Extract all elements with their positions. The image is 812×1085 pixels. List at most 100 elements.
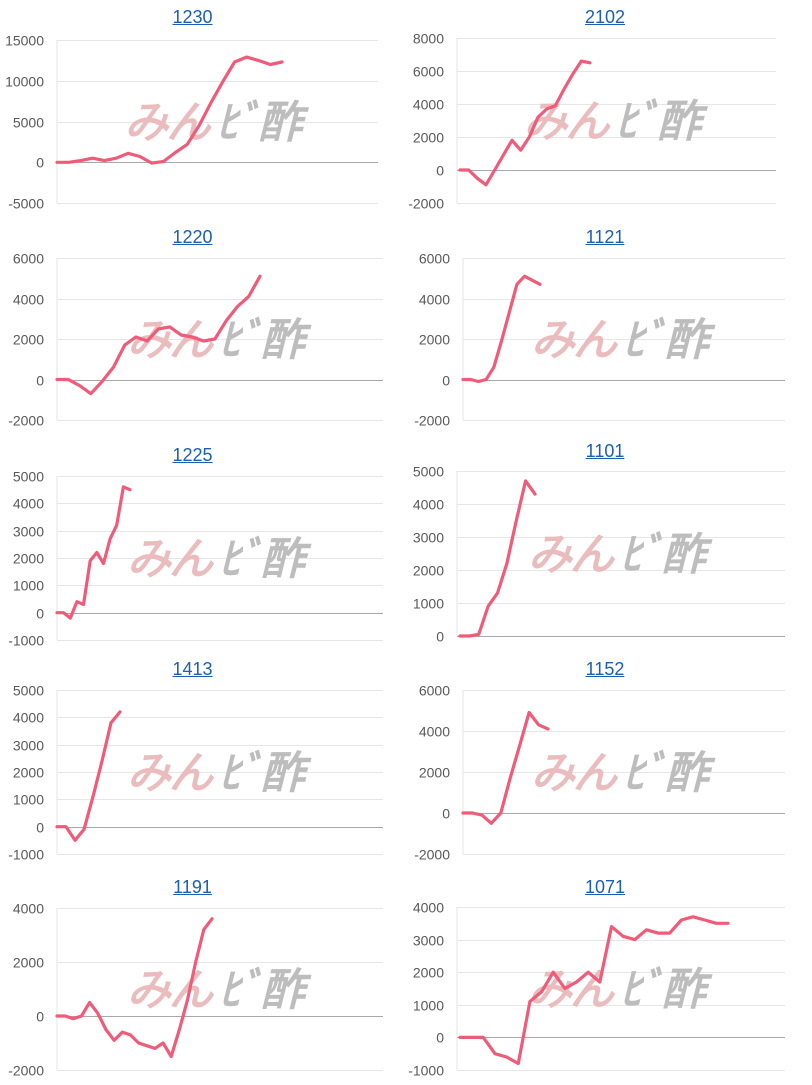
- y-tick-label: 3000: [413, 933, 444, 949]
- chart-title-link[interactable]: 1230: [172, 7, 213, 27]
- chart-title-link[interactable]: 1121: [585, 227, 625, 247]
- chart-plot: -5000 0 5000 10000 15000 みん ﾋﾞ酢: [5, 33, 378, 212]
- y-tick-label: 3000: [413, 530, 444, 546]
- y-tick-label: 4000: [13, 496, 44, 512]
- chart-1152: 1152 -2000 0 2000 4000 6000 みん ﾋﾞ酢: [405, 658, 805, 868]
- chart-1071: 1071 -1000 0 1000 2000 3000 4000 みん ﾋﾞ酢: [405, 876, 805, 1085]
- y-tick-label: 2000: [13, 551, 44, 567]
- y-tick-label: -2000: [414, 413, 450, 429]
- y-tick-label: 6000: [419, 683, 450, 699]
- series-line: [55, 917, 214, 1059]
- series-line: [458, 479, 537, 638]
- y-tick-label: -2000: [8, 413, 44, 429]
- watermark-logo: みん ﾋﾞ酢: [127, 965, 312, 1016]
- y-tick-label: 1000: [13, 578, 44, 594]
- y-tick-label: 4000: [419, 292, 450, 308]
- y-tick-label: 0: [442, 373, 450, 389]
- watermark-logo: みん ﾋﾞ酢: [125, 98, 310, 149]
- chart-plot: -2000 0 2000 4000 6000 みん ﾋﾞ酢: [8, 251, 383, 429]
- chart-plot: -2000 0 2000 4000 6000 みん ﾋﾞ酢: [414, 251, 785, 429]
- series-line: [55, 274, 262, 396]
- chart-1413: 1413 -1000 0 1000 2000 3000 4000 5000 みん ﾋﾞ酢: [0, 658, 385, 868]
- y-tick-label: 2000: [413, 965, 444, 981]
- watermark-logo: みん ﾋﾞ酢: [528, 530, 713, 581]
- y-tick-label: 5000: [413, 464, 444, 480]
- y-tick-label: 2000: [413, 130, 444, 146]
- chart-1101: 1101 0 1000 2000 3000 4000 5000 みん ﾋﾞ酢: [405, 440, 805, 650]
- chart-title-link[interactable]: 1220: [172, 227, 213, 247]
- y-tick-label: 0: [436, 163, 444, 179]
- y-tick-label: 2000: [13, 765, 44, 781]
- watermark-logo: みん ﾋﾞ酢: [528, 965, 713, 1016]
- series-line: [55, 485, 132, 620]
- y-tick-label: -2000: [408, 196, 444, 212]
- chart-1220: 1220 -2000 0 2000 4000 6000 みん ﾋﾞ酢: [0, 226, 385, 436]
- y-tick-label: 10000: [5, 74, 44, 90]
- y-tick-label: 2000: [13, 332, 44, 348]
- chart-1121: 1121 -2000 0 2000 4000 6000 みん ﾋﾞ酢: [405, 226, 805, 436]
- chart-title-link[interactable]: 1413: [172, 659, 213, 679]
- y-tick-label: 2000: [419, 332, 450, 348]
- y-tick-label: -1000: [408, 1063, 444, 1079]
- y-tick-label: 4000: [413, 900, 444, 916]
- series-line: [461, 710, 550, 825]
- y-tick-label: -1000: [8, 633, 44, 649]
- chart-plot: -1000 0 1000 2000 3000 4000 みん ﾋﾞ酢: [408, 900, 785, 1079]
- y-tick-label: 0: [36, 820, 44, 836]
- y-tick-label: 0: [442, 806, 450, 822]
- y-tick-label: 0: [36, 1009, 44, 1025]
- y-tick-label: 2000: [413, 563, 444, 579]
- y-tick-label: -1000: [8, 847, 44, 863]
- y-tick-label: 15000: [5, 33, 44, 49]
- chart-title-link[interactable]: 1101: [585, 441, 625, 461]
- y-tick-label: -2000: [414, 847, 450, 863]
- y-tick-label: 4000: [413, 497, 444, 513]
- y-tick-label: 6000: [419, 251, 450, 267]
- y-tick-label: 4000: [13, 710, 44, 726]
- series-line: [458, 59, 592, 187]
- y-tick-label: 8000: [413, 31, 444, 47]
- chart-2102: 2102 -2000 0 2000 4000 6000 8000 みん ﾋﾞ酢: [405, 6, 805, 212]
- chart-title-link[interactable]: 2102: [584, 7, 626, 27]
- chart-title-link[interactable]: 1191: [173, 877, 212, 897]
- watermark-logo: みん ﾋﾞ酢: [524, 97, 709, 148]
- y-tick-label: 2000: [13, 955, 44, 971]
- watermark-logo: みん ﾋﾞ酢: [127, 748, 312, 799]
- series-line: [458, 915, 730, 1066]
- chart-plot: -1000 0 1000 2000 3000 4000 5000 みん ﾋﾞ酢: [8, 683, 383, 863]
- y-tick-label: 5000: [13, 469, 44, 485]
- watermark-logo: みん ﾋﾞ酢: [531, 748, 716, 799]
- series-line: [55, 710, 122, 842]
- y-tick-label: 6000: [413, 64, 444, 80]
- y-tick-label: 4000: [413, 97, 444, 113]
- chart-plot: -2000 0 2000 4000 6000 8000 みん ﾋﾞ酢: [408, 31, 776, 212]
- series-line: [461, 274, 542, 384]
- chart-title-link[interactable]: 1225: [172, 445, 213, 465]
- chart-title-link[interactable]: 1152: [585, 659, 625, 679]
- chart-1230: 1230 -5000 0 5000 10000 15000 みん ﾋﾞ酢: [0, 6, 385, 212]
- chart-title-link[interactable]: 1071: [584, 877, 626, 897]
- y-tick-label: -5000: [8, 196, 44, 212]
- watermark-logo: みん ﾋﾞ酢: [127, 315, 312, 366]
- chart-plot: -1000 0 1000 2000 3000 4000 5000 みん ﾋﾞ酢: [8, 469, 383, 649]
- y-tick-label: 4000: [13, 292, 44, 308]
- y-tick-label: 4000: [419, 724, 450, 740]
- y-tick-label: 6000: [13, 251, 44, 267]
- y-tick-label: 0: [436, 1030, 444, 1046]
- y-tick-label: 3000: [13, 738, 44, 754]
- watermark-logo: みん ﾋﾞ酢: [531, 315, 716, 366]
- y-tick-label: 0: [36, 373, 44, 389]
- y-tick-label: 3000: [13, 524, 44, 540]
- y-tick-label: 0: [36, 155, 44, 171]
- y-tick-label: 2000: [419, 765, 450, 781]
- y-tick-label: 1000: [413, 998, 444, 1014]
- y-tick-label: 0: [36, 606, 44, 622]
- y-tick-label: -2000: [8, 1063, 44, 1079]
- series-line: [55, 55, 284, 165]
- chart-1191: 1191 -2000 0 2000 4000 みん ﾋﾞ酢: [0, 876, 385, 1085]
- y-tick-label: 5000: [13, 683, 44, 699]
- y-tick-label: 0: [436, 629, 444, 645]
- y-tick-label: 4000: [13, 901, 44, 917]
- watermark-logo: みん ﾋﾞ酢: [127, 534, 312, 585]
- y-tick-label: 1000: [413, 596, 444, 612]
